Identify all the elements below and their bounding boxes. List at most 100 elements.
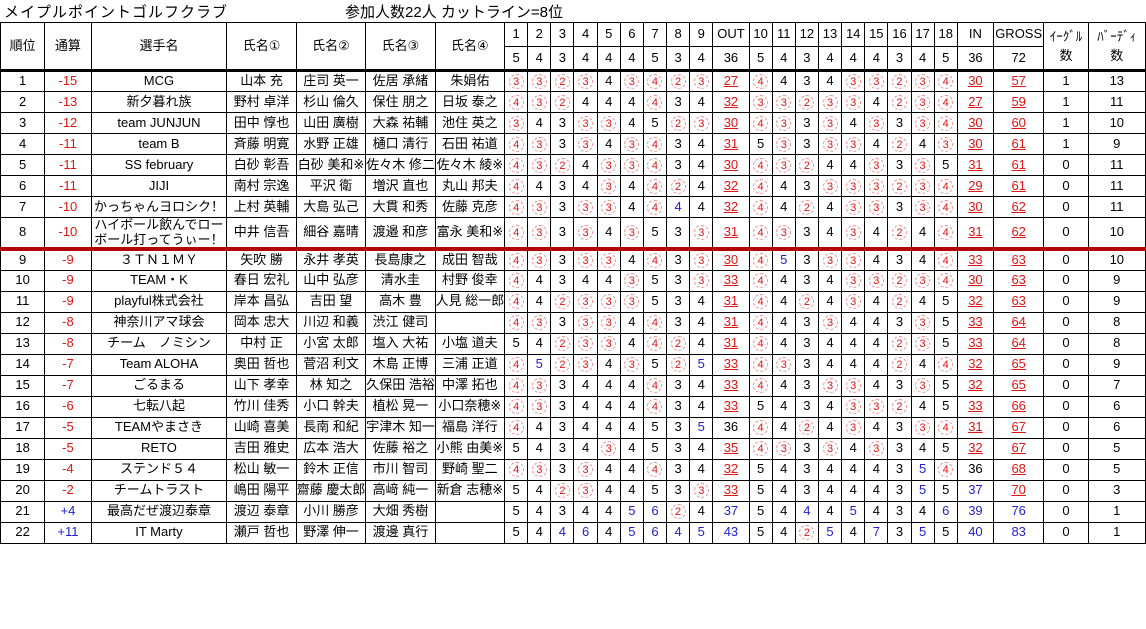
score-cell: 3 bbox=[841, 91, 866, 113]
under-par-circle: 2 bbox=[891, 399, 907, 415]
score-cell: 3 bbox=[573, 458, 598, 481]
score-cell: 4 bbox=[817, 269, 843, 292]
out-total-cell: 27 bbox=[712, 70, 750, 92]
in-total-cell: 30 bbox=[956, 196, 995, 218]
score-cell: 4 bbox=[642, 395, 668, 418]
eagle-count-cell: 0 bbox=[1043, 332, 1089, 355]
rank-cell: 18 bbox=[0, 437, 46, 460]
player-name-cell-3: 清水圭 bbox=[365, 269, 436, 292]
score-cell: 2 bbox=[666, 353, 691, 376]
score-cell: 4 bbox=[910, 217, 935, 252]
score-cell: 4 bbox=[910, 395, 935, 418]
eagle-count-cell: 0 bbox=[1043, 217, 1089, 252]
score-cell: 4 bbox=[619, 248, 644, 271]
gross-total-cell: 63 bbox=[993, 269, 1045, 292]
score-cell: 5 bbox=[619, 521, 644, 544]
score-cell: 3 bbox=[864, 437, 889, 460]
under-par-circle: 3 bbox=[845, 273, 861, 289]
under-par-circle: 4 bbox=[647, 252, 663, 268]
score-cell: 4 bbox=[817, 458, 843, 481]
under-par-circle: 3 bbox=[693, 252, 709, 268]
player-name-cell-3: 渡邉 和彦 bbox=[365, 217, 436, 252]
player-name-cell-2: 庄司 英一 bbox=[295, 70, 367, 92]
score-cell: 4 bbox=[817, 353, 843, 376]
score-cell: 3 bbox=[666, 269, 691, 292]
under-par-circle: 2 bbox=[799, 420, 815, 436]
team-name-cell: team B bbox=[90, 133, 228, 155]
in-total-cell: 32 bbox=[956, 353, 995, 376]
player-name-cell-2: 鈴木 正信 bbox=[295, 458, 367, 481]
rank-cell: 8 bbox=[0, 217, 46, 252]
par-hole-12: 3 bbox=[794, 46, 819, 72]
under-par-circle: 4 bbox=[753, 441, 769, 457]
under-par-circle: 2 bbox=[891, 136, 907, 152]
under-par-circle: 3 bbox=[624, 157, 640, 173]
birdie-count-cell: 10 bbox=[1087, 217, 1146, 252]
player-name-cell-3: 久保田 浩裕 bbox=[365, 374, 436, 397]
player-name-cell-1: 斉藤 明寛 bbox=[226, 133, 297, 155]
total-cell: -10 bbox=[44, 196, 92, 218]
score-cell: 2 bbox=[666, 112, 691, 134]
team-name-cell: JIJI bbox=[90, 175, 228, 197]
score-cell: 5 bbox=[910, 479, 935, 502]
player-name-cell-2: 平沢 衛 bbox=[295, 175, 367, 197]
under-par-circle: 3 bbox=[868, 178, 884, 194]
score-cell: 3 bbox=[864, 196, 889, 218]
under-par-circle: 4 bbox=[647, 94, 663, 110]
score-cell: 3 bbox=[666, 437, 691, 460]
under-par-circle: 2 bbox=[799, 94, 815, 110]
par-hole-3: 3 bbox=[550, 46, 575, 72]
score-cell: 4 bbox=[504, 248, 529, 271]
under-par-circle: 3 bbox=[578, 357, 594, 373]
score-cell: 3 bbox=[910, 269, 935, 292]
score-cell: 4 bbox=[771, 196, 796, 218]
under-par-circle: 4 bbox=[753, 378, 769, 394]
eagle-count-cell: 0 bbox=[1043, 196, 1089, 218]
score-cell: 4 bbox=[596, 458, 621, 481]
score-cell: 4 bbox=[748, 175, 773, 197]
score-cell: 3 bbox=[864, 112, 889, 134]
under-par-circle: 3 bbox=[531, 462, 547, 478]
page-title: メイプルポイントゴルフクラブ bbox=[4, 4, 229, 21]
score-cell: 5 bbox=[642, 269, 668, 292]
in-total-cell: 29 bbox=[956, 175, 995, 197]
score-cell: 3 bbox=[887, 521, 912, 544]
player-name-cell-4: 新倉 志穂※ bbox=[434, 479, 506, 502]
total-cell: +11 bbox=[44, 521, 92, 544]
score-cell: 4 bbox=[817, 500, 843, 523]
under-par-circle: 3 bbox=[578, 462, 594, 478]
score-cell: 3 bbox=[887, 374, 912, 397]
score-cell: 4 bbox=[642, 175, 668, 197]
under-par-circle: 4 bbox=[508, 357, 524, 373]
score-cell: 3 bbox=[864, 395, 889, 418]
total-cell: -9 bbox=[44, 248, 92, 271]
score-cell: 3 bbox=[550, 248, 575, 271]
table-row: 16 -6 七転八起 竹川 佳秀 小口 幹夫 植松 晃一 小口奈穂※ 4 3 3 4 4 4 4 3 4 33 5… bbox=[0, 395, 1146, 418]
score-cell: 3 bbox=[817, 133, 843, 155]
score-cell: 3 bbox=[771, 154, 796, 176]
score-cell: 2 bbox=[666, 70, 691, 92]
par-hole-15: 4 bbox=[864, 46, 889, 72]
under-par-circle: 4 bbox=[938, 94, 954, 110]
player-name-cell-3: 佐々木 修二 bbox=[365, 154, 436, 176]
in-total-cell: 30 bbox=[956, 112, 995, 134]
player-name-cell-2: 林 知之 bbox=[295, 374, 367, 397]
score-cell: 4 bbox=[689, 437, 714, 460]
score-cell: 3 bbox=[689, 70, 714, 92]
score-cell: 5 bbox=[933, 521, 958, 544]
score-cell: 4 bbox=[933, 416, 958, 439]
score-cell: 2 bbox=[550, 353, 575, 376]
total-cell: -5 bbox=[44, 437, 92, 460]
score-cell: 3 bbox=[864, 70, 889, 92]
rank-cell: 14 bbox=[0, 353, 46, 376]
score-cell: 3 bbox=[573, 196, 598, 218]
col-header-gross: GROSS bbox=[993, 22, 1045, 47]
score-cell: 5 bbox=[933, 479, 958, 502]
under-par-circle: 3 bbox=[845, 399, 861, 415]
gross-total-cell: 66 bbox=[993, 395, 1045, 418]
score-cell: 4 bbox=[527, 479, 552, 502]
score-cell: 5 bbox=[748, 458, 773, 481]
score-cell: 4 bbox=[642, 133, 668, 155]
under-par-circle: 3 bbox=[624, 357, 640, 373]
score-cell: 4 bbox=[573, 416, 598, 439]
